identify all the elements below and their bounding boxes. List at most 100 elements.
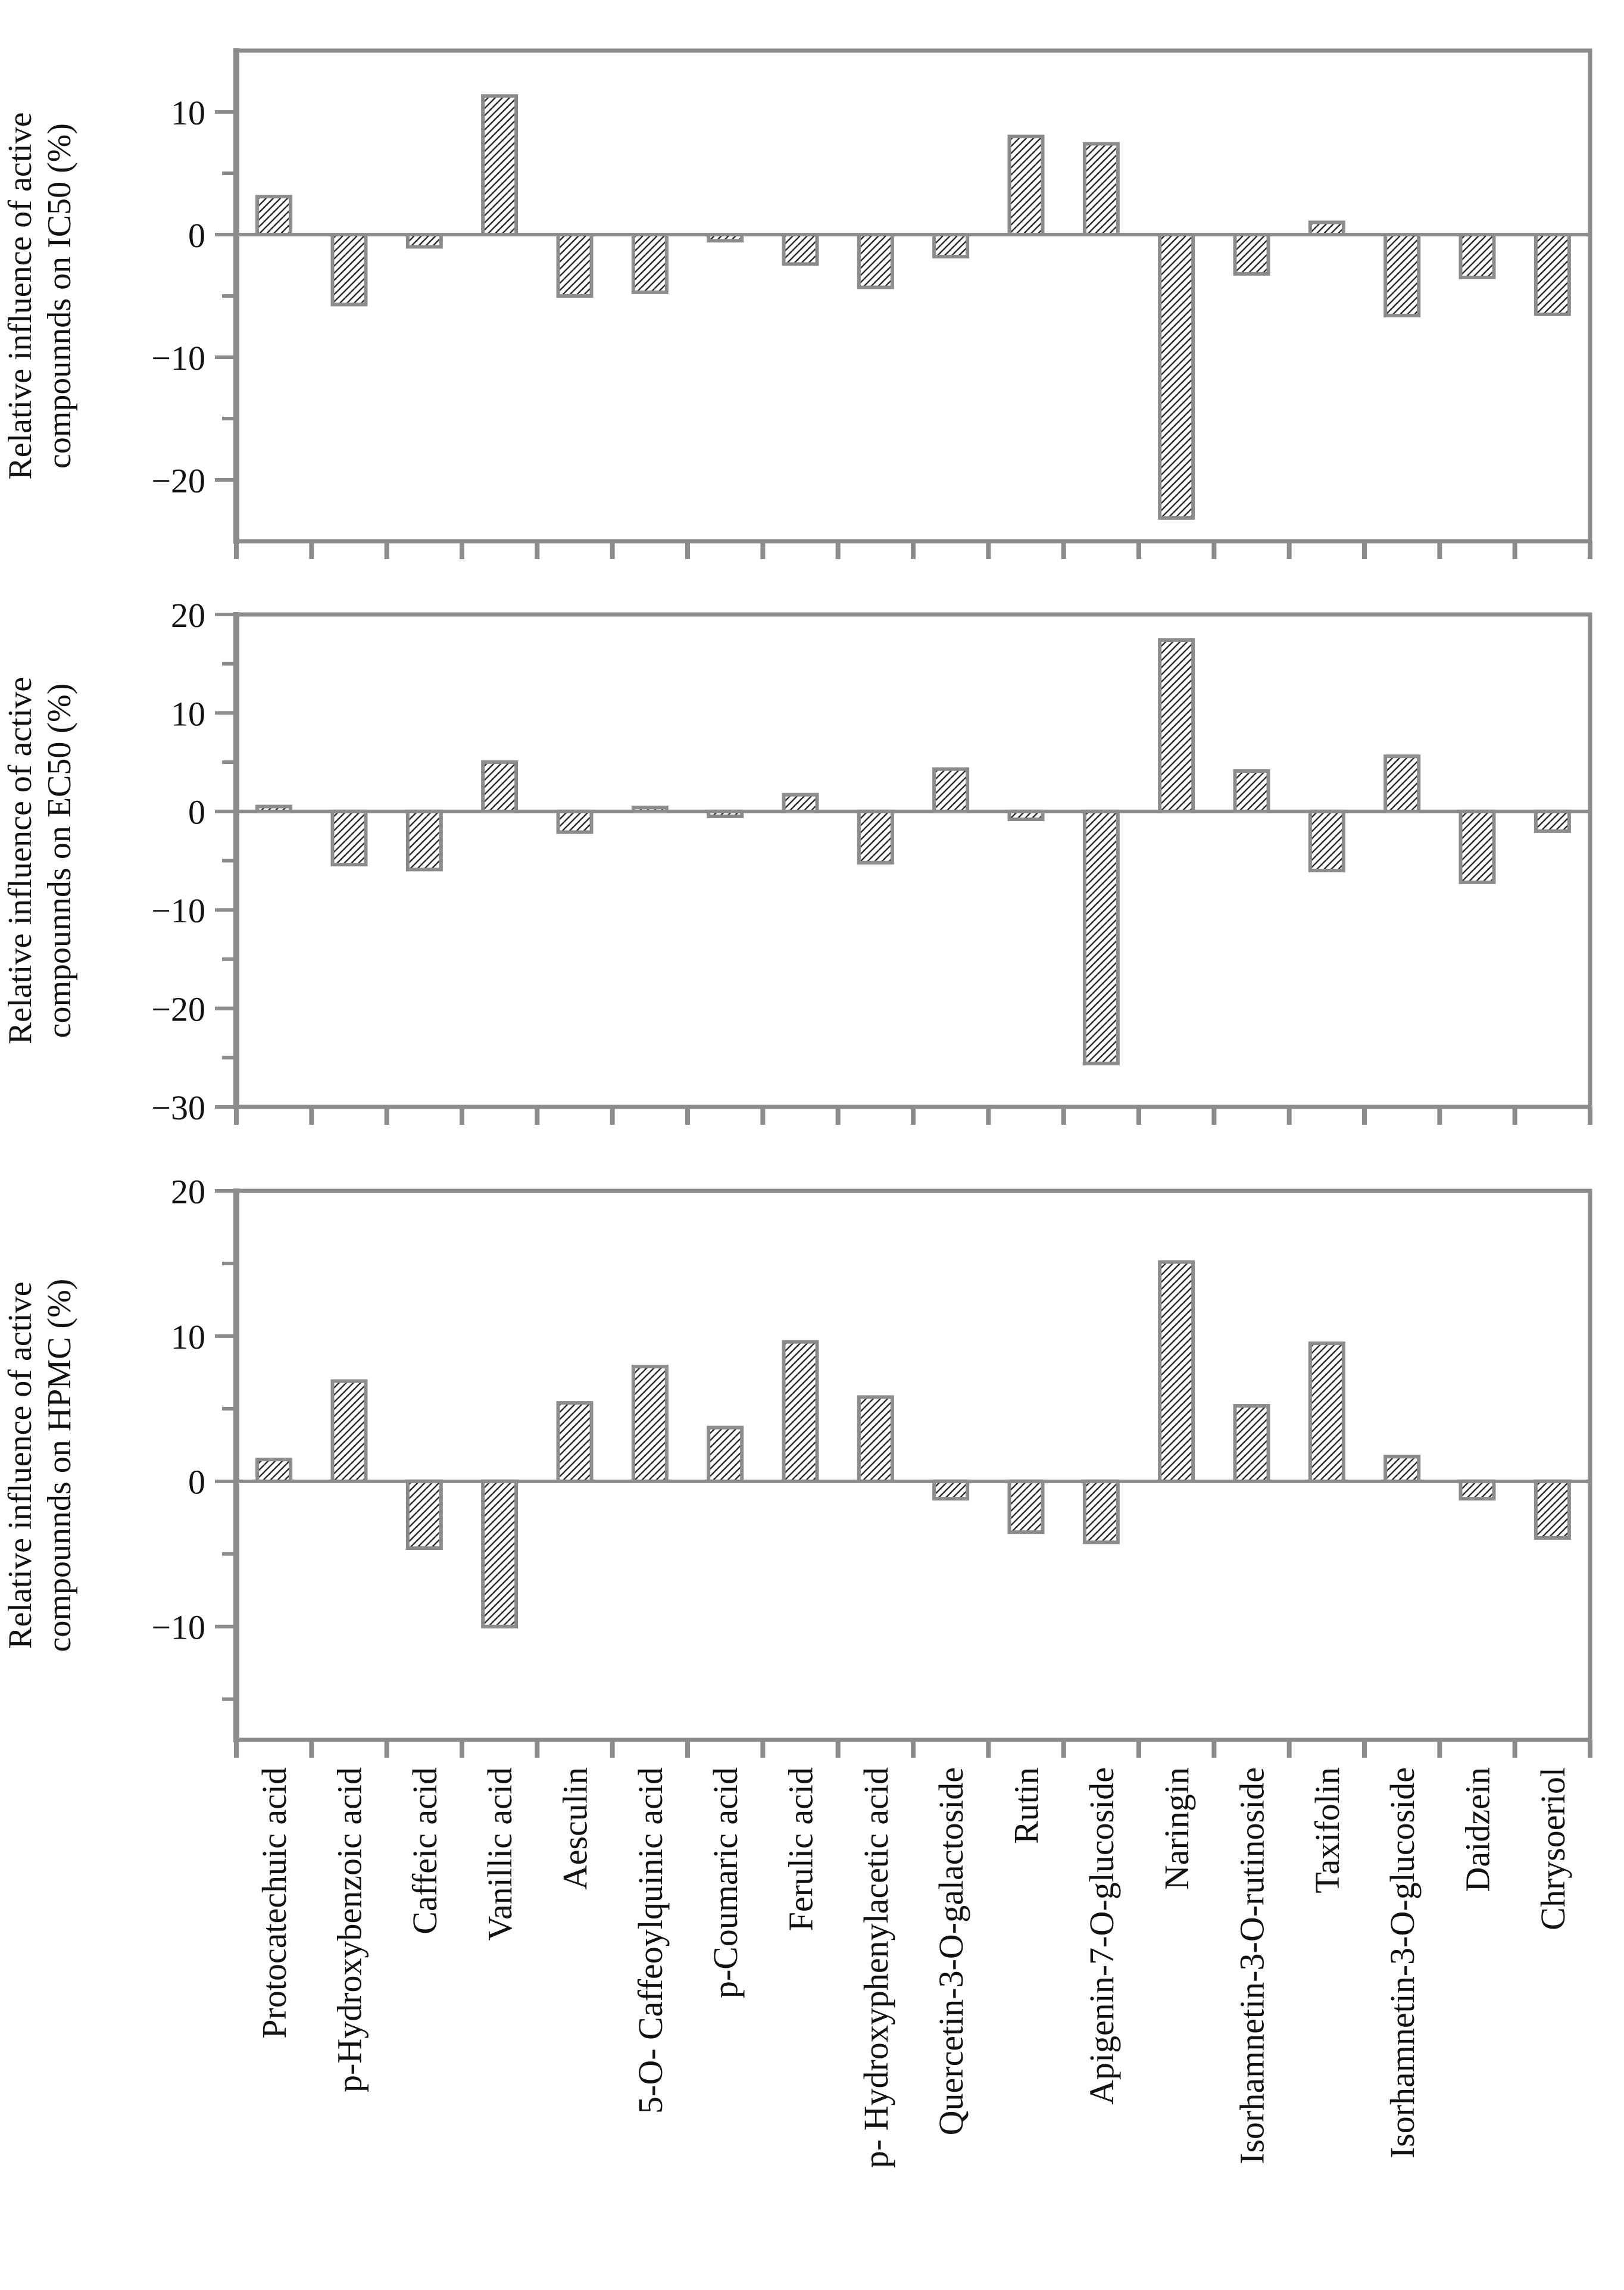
- bar: [1383, 233, 1421, 317]
- x-category-label: Quercetin-3-O-galactoside: [932, 1767, 970, 2135]
- bar: [1308, 220, 1345, 236]
- y-axis-label-line2: compounnds on HPMC (%): [41, 1279, 78, 1652]
- x-category-label: Isorhamnetin-3-O-rutinoside: [1233, 1767, 1272, 2164]
- y-axis-label-line1: Relative influence of active: [2, 112, 39, 479]
- x-category-label: p-Coumaric acid: [706, 1767, 745, 1998]
- bar: [1233, 233, 1270, 276]
- x-category-label: Ferulic acid: [782, 1767, 820, 1931]
- bar: [857, 809, 894, 865]
- x-category-label: Protocatechuic acid: [255, 1767, 293, 2039]
- bar: [1459, 1479, 1496, 1501]
- panel-hpmc: 20 10 0 −10 Relative influence of active comp…: [2, 1172, 1592, 1758]
- bar: [1007, 809, 1045, 822]
- y-tick-label: 10: [171, 694, 205, 733]
- y-tick-label: −10: [151, 339, 205, 377]
- bar: [857, 233, 894, 289]
- bar: [481, 1479, 519, 1628]
- bar: [1308, 1341, 1345, 1483]
- bar: [1534, 233, 1571, 316]
- bar: [330, 233, 368, 307]
- y-tick-label: −20: [151, 461, 205, 500]
- y-tick-label: 10: [171, 93, 205, 132]
- x-category-label: Isorhamnetin-3-O-glucoside: [1383, 1767, 1422, 2158]
- x-category-label: Apigenin-7-O-glucoside: [1082, 1767, 1121, 2105]
- bar: [1007, 135, 1045, 236]
- y-tick-label: −10: [151, 891, 205, 930]
- bar: [932, 767, 970, 813]
- y-tick-label: 0: [188, 216, 205, 255]
- bar: [481, 760, 519, 813]
- bar: [1158, 233, 1195, 520]
- y-tick-label: −30: [151, 1088, 205, 1127]
- bar: [1233, 769, 1270, 813]
- bar: [556, 809, 594, 834]
- bar: [405, 233, 443, 249]
- y-tick-label: −20: [151, 990, 205, 1028]
- y-tick-label: 10: [171, 1318, 205, 1356]
- x-category-label: p- Hydroxyphenylacetic acid: [857, 1767, 895, 2168]
- bar: [405, 1479, 443, 1550]
- y-tick-label: 20: [171, 596, 205, 635]
- plot-area: [236, 1191, 1590, 1740]
- y-tick-label: 0: [188, 793, 205, 832]
- y-tick-label: 0: [188, 1463, 205, 1502]
- bar: [782, 233, 819, 266]
- bar: [255, 804, 293, 813]
- x-category-label: Chrysoeriol: [1534, 1767, 1572, 1930]
- bar: [330, 1379, 368, 1483]
- bar: [707, 1425, 744, 1483]
- y-tick-label: 20: [171, 1172, 205, 1211]
- bar: [1233, 1403, 1270, 1483]
- bar: [1308, 809, 1345, 873]
- bar: [782, 793, 819, 813]
- x-category-label: Naringin: [1157, 1767, 1196, 1890]
- bar: [932, 233, 970, 259]
- bar: [707, 809, 744, 819]
- bar: [1158, 1260, 1195, 1483]
- x-category-label: 5-O- Caffeoylquinic acid: [631, 1767, 670, 2114]
- bar: [707, 233, 744, 243]
- y-axis-label-line1: Relative influence of active: [2, 677, 39, 1044]
- bar: [1534, 1479, 1571, 1540]
- x-category-label: Rutin: [1007, 1767, 1046, 1844]
- bar: [1534, 809, 1571, 833]
- bar: [631, 806, 669, 813]
- bar: [1383, 1455, 1421, 1483]
- bar: [405, 809, 443, 872]
- bar: [1383, 754, 1421, 813]
- bar: [330, 809, 368, 867]
- bar: [631, 233, 669, 294]
- y-axis-label-line2: compounnds on EC50 (%): [41, 684, 78, 1038]
- bar: [932, 1479, 970, 1501]
- panel-ec50: 20 10 0 −10 −20 −30 Relative influence of acti…: [2, 596, 1592, 1127]
- bar: [1007, 1479, 1045, 1534]
- bar: [1082, 1479, 1120, 1545]
- plot-area: [236, 51, 1590, 541]
- bar: [556, 1401, 594, 1483]
- x-category-label: Aesculin: [556, 1767, 595, 1890]
- bar: [481, 94, 519, 236]
- x-category-label: Daidzein: [1459, 1767, 1497, 1892]
- bar: [782, 1340, 819, 1483]
- bar: [857, 1395, 894, 1483]
- y-axis-label-line2: compounnds on IC50 (%): [41, 123, 78, 469]
- bar: [1082, 809, 1120, 1066]
- y-tick-label: −10: [151, 1608, 205, 1647]
- y-axis-label-line1: Relative influence of active: [2, 1281, 39, 1649]
- bar: [1158, 638, 1195, 813]
- bar: [1082, 142, 1120, 236]
- x-category-label: Caffeic acid: [405, 1767, 444, 1935]
- bar: [255, 195, 293, 237]
- x-category-label: Taxifolin: [1308, 1767, 1347, 1893]
- bar: [1459, 233, 1496, 280]
- bar: [631, 1365, 669, 1483]
- bar: [1459, 809, 1496, 884]
- bar: [255, 1458, 293, 1483]
- x-category-label: p-Hydroxybenzoic acid: [330, 1767, 369, 2092]
- x-axis-labels: Protocatechuic acid p-Hydroxybenzoic acid…: [255, 1767, 1572, 2168]
- x-category-label: Vanillic acid: [480, 1767, 519, 1941]
- plot-area: [236, 614, 1590, 1107]
- panel-ic50: 10 0 −10 −20 Relative influence of active com…: [2, 48, 1592, 559]
